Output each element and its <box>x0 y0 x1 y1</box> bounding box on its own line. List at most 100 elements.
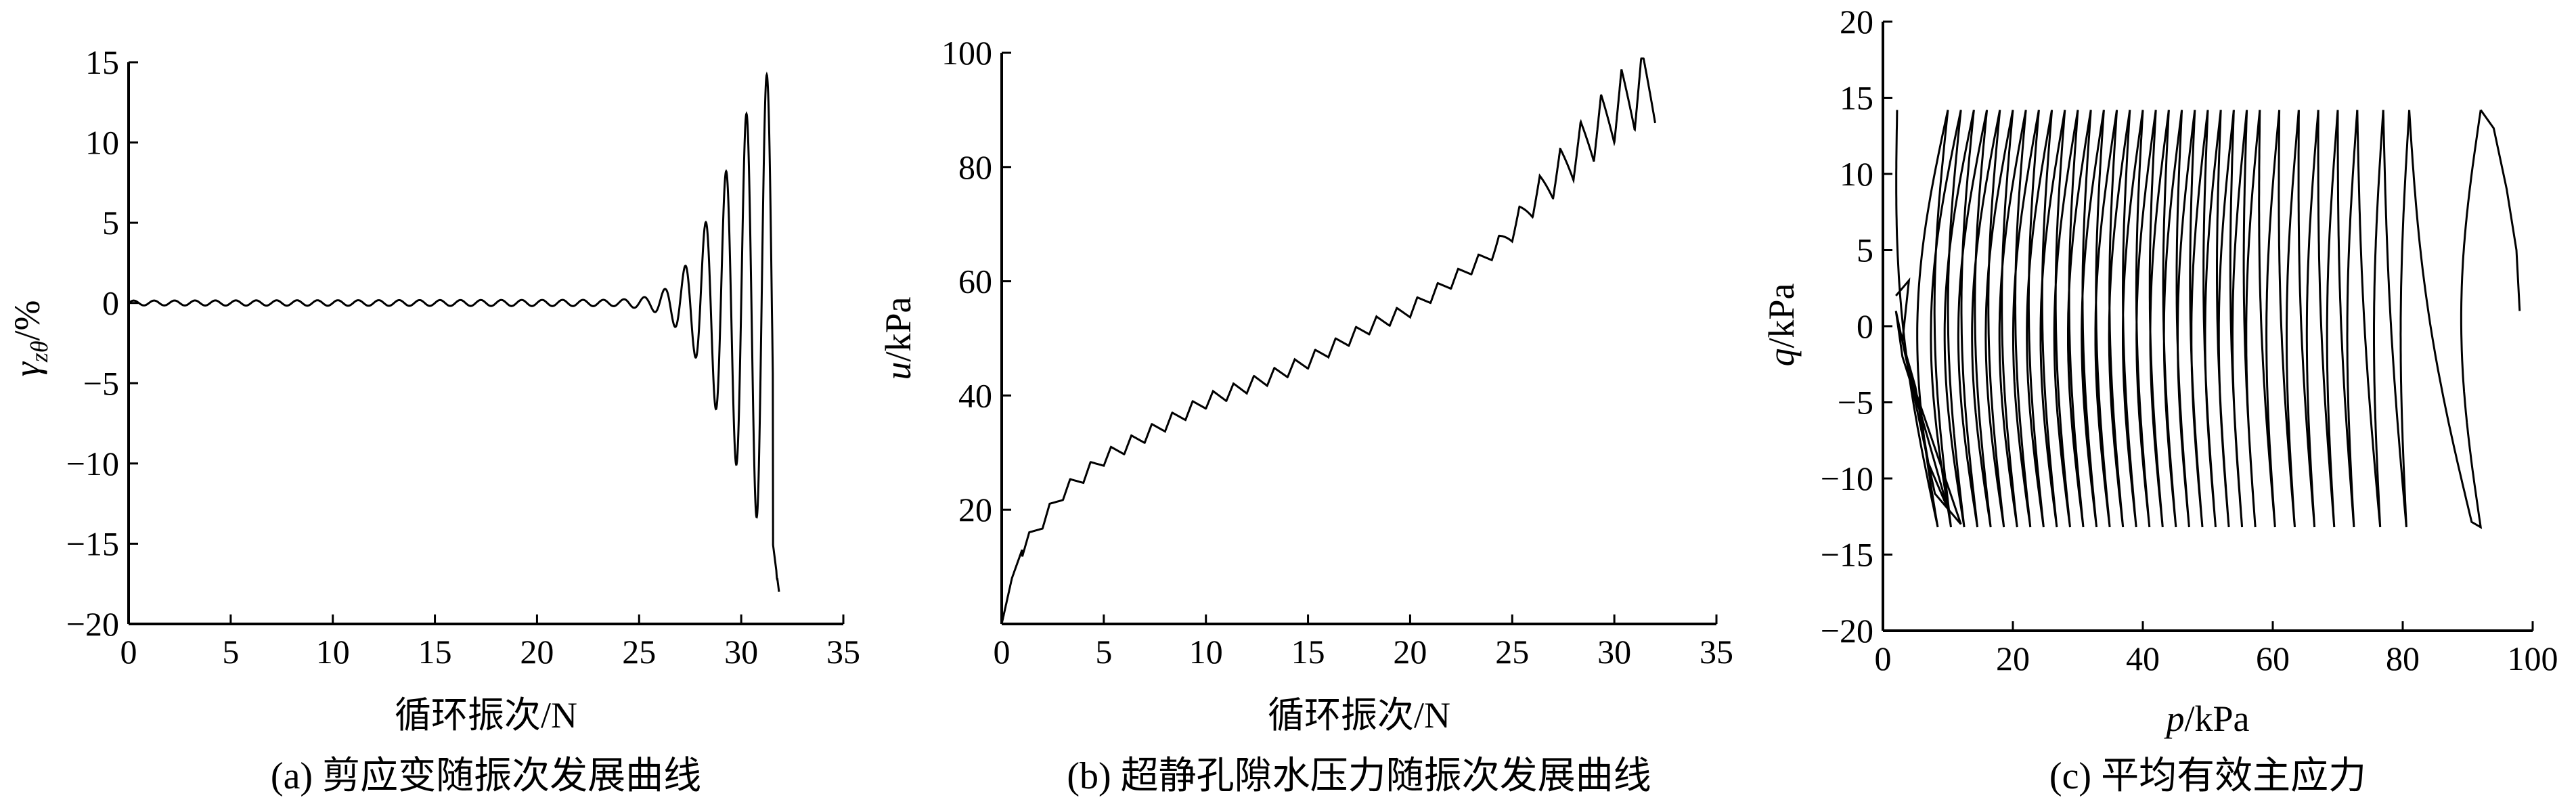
panel-c-stress-loop <box>2053 110 2079 528</box>
panel-c-y-label: q/kPa <box>1761 283 1802 366</box>
panel-c-plot-area <box>1894 109 2521 529</box>
panel-c-stress-loop <box>2202 110 2222 528</box>
panel-a-x-tick-label: 30 <box>724 633 758 671</box>
panel-a-frame <box>127 62 843 625</box>
panel-c-stress-loop <box>1984 110 2014 528</box>
panel-c-stress-loop <box>2067 110 2092 528</box>
panel-b-x-label: 循环振次/N <box>1268 695 1450 736</box>
panel-b: 0 5 10 15 20 25 30 35 100 80 60 40 20 u/kPa 循环振次/N (… <box>878 34 1733 797</box>
panel-c-stress-loop <box>2408 110 2483 529</box>
panel-c-stress-loop <box>1998 110 2027 528</box>
panel-c-stress-loop <box>1895 110 1949 528</box>
panel-c-stress-loop <box>2216 110 2235 528</box>
panel-a-x-tick-label: 35 <box>826 633 860 671</box>
panel-c-stress-loop <box>2317 110 2339 528</box>
panel-b-y-tick-label: 60 <box>958 263 992 300</box>
panel-c-x-tick-label: 60 <box>2256 640 2290 677</box>
panel-a-y-tick-label: 10 <box>85 124 119 162</box>
panel-c-ticks: 0 20 40 60 80 100 20 15 10 5 0 −5 −10 −15 −20 <box>1821 3 2558 677</box>
panel-a-y-tick-label: 0 <box>102 284 119 322</box>
panel-b-frame <box>1000 53 1716 625</box>
panel-a-x-tick-label: 20 <box>520 633 554 671</box>
panel-c-final-tail <box>2479 109 2521 311</box>
panel-b-x-tick-label: 30 <box>1597 633 1631 671</box>
panel-c-stress-loop <box>2026 110 2053 528</box>
panel-a-plot-area <box>128 71 780 592</box>
panel-c-initial-path <box>1894 277 1962 525</box>
panel-c-stress-loop <box>2135 110 2157 528</box>
panel-c-stress-loop <box>2081 110 2105 528</box>
panel-a-y-tick-label: −5 <box>83 364 119 402</box>
panel-a-y-tick-label: −10 <box>66 445 119 483</box>
panel-c-stress-loop <box>2108 110 2131 528</box>
svg-text:u/kPa: u/kPa <box>878 296 918 380</box>
panel-c-stress-loop <box>2175 110 2196 528</box>
panel-c-y-tick-label: −5 <box>1838 384 1873 422</box>
panel-a-x-tick-label: 25 <box>622 633 656 671</box>
panel-c-stress-loop <box>2162 110 2183 528</box>
panel-b-y-tick-label: 40 <box>958 376 992 414</box>
panel-c-stress-loop <box>2356 110 2384 528</box>
panel-b-y-label: u/kPa <box>878 296 918 380</box>
panel-c-stress-loop <box>2039 110 2066 528</box>
panel-c-y-tick-label: −10 <box>1821 460 1873 497</box>
panel-b-x-tick-label: 25 <box>1495 633 1529 671</box>
panel-c-stress-loop <box>2258 110 2281 528</box>
panel-c-stress-loop <box>2242 110 2261 528</box>
panel-c-stress-loop <box>2278 110 2300 528</box>
panel-c-x-tick-label: 40 <box>2126 640 2160 677</box>
panel-a-ticks: 0 5 10 15 20 25 30 35 15 10 5 0 −5 −10 −15 −20 <box>66 43 860 671</box>
panel-b-y-tick-label: 20 <box>958 491 992 529</box>
panel-a-y-tick-label: 5 <box>102 204 119 242</box>
panel-a-series-line <box>128 71 780 592</box>
panel-a-y-tick-label: −15 <box>66 524 119 562</box>
panel-c-x-tick-label: 20 <box>1996 640 2030 677</box>
panel-a-x-label: 循环振次/N <box>395 695 577 736</box>
panel-b-y-tick-label: 80 <box>958 148 992 186</box>
panel-c: 0 20 40 60 80 100 20 15 10 5 0 −5 −10 −15 −20 q/kPa p/… <box>1761 3 2558 797</box>
panel-c-x-label: p/kPa <box>2163 698 2249 739</box>
panel-a: 0 5 10 15 20 25 30 35 15 10 5 0 −5 −10 −15 −20 γzθ/% 循环… <box>7 43 860 797</box>
panel-c-x-tick-label: 100 <box>2508 640 2558 677</box>
panel-c-stress-loop <box>1957 110 1989 528</box>
panel-c-stress-loop <box>2012 110 2040 528</box>
panel-c-y-tick-label: −15 <box>1821 536 1873 574</box>
panel-b-y-tick-label: 100 <box>941 34 992 72</box>
panel-b-series-line <box>1000 57 1656 625</box>
panel-c-y-tick-label: 15 <box>1840 79 1873 117</box>
panel-a-y-tick-label: 15 <box>85 43 119 81</box>
panel-b-x-tick-label: 35 <box>1700 633 1733 671</box>
panel-c-stress-loop <box>2336 110 2359 528</box>
panel-b-caption: (b) 超静孔隙水压力随振次发展曲线 <box>1067 755 1651 797</box>
panel-c-stress-loop <box>2297 110 2319 528</box>
panel-b-plot-area <box>1000 57 1656 625</box>
panel-a-y-tick-label: −20 <box>66 605 119 643</box>
panel-c-x-tick-label: 80 <box>2386 640 2420 677</box>
panel-c-y-tick-label: 5 <box>1857 231 1873 269</box>
svg-text:q/kPa: q/kPa <box>1761 283 1802 366</box>
panel-c-stress-loop <box>1943 110 1975 528</box>
panel-c-caption: (c) 平均有效主应力 <box>2049 755 2366 797</box>
panel-c-stress-loop <box>2148 110 2170 528</box>
panel-c-y-tick-label: 0 <box>1857 307 1873 345</box>
panel-c-stress-loop <box>2094 110 2118 528</box>
panel-b-x-tick-label: 15 <box>1291 633 1325 671</box>
panel-a-x-tick-label: 0 <box>120 633 137 671</box>
svg-text:γzθ/%: γzθ/% <box>7 300 53 377</box>
panel-c-stress-loop <box>2229 110 2248 528</box>
panel-c-stress-loop <box>2382 110 2411 528</box>
panel-a-x-tick-label: 15 <box>418 633 452 671</box>
panel-a-x-tick-label: 10 <box>316 633 350 671</box>
panel-b-ticks: 0 5 10 15 20 25 30 35 100 80 60 40 20 <box>941 34 1733 671</box>
panel-a-x-tick-label: 5 <box>222 633 239 671</box>
panel-c-stress-loop <box>2189 110 2209 528</box>
panel-a-caption: (a) 剪应变随振次发展曲线 <box>271 755 701 797</box>
panel-c-y-tick-label: 10 <box>1840 155 1873 193</box>
panel-c-y-tick-label: 20 <box>1840 3 1873 41</box>
panel-c-stress-loop <box>1971 110 2001 528</box>
panel-b-x-tick-label: 20 <box>1393 633 1427 671</box>
panel-c-x-tick-label: 0 <box>1875 640 1892 677</box>
panel-c-stress-loop <box>2122 110 2144 528</box>
panel-b-x-tick-label: 5 <box>1095 633 1112 671</box>
